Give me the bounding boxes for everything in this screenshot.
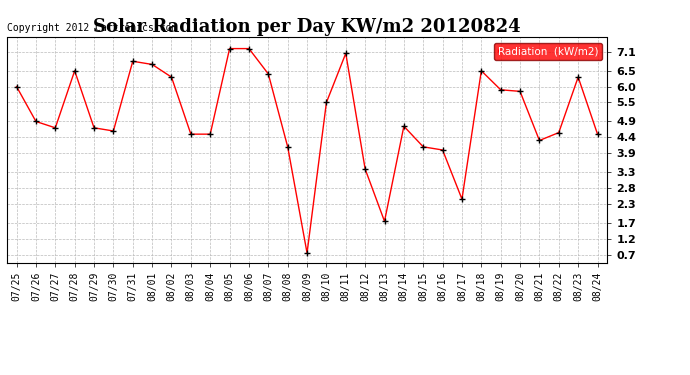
Legend: Radiation  (kW/m2): Radiation (kW/m2) xyxy=(494,43,602,60)
Text: Copyright 2012 Cartronics.com: Copyright 2012 Cartronics.com xyxy=(7,23,177,33)
Title: Solar Radiation per Day KW/m2 20120824: Solar Radiation per Day KW/m2 20120824 xyxy=(93,18,521,36)
